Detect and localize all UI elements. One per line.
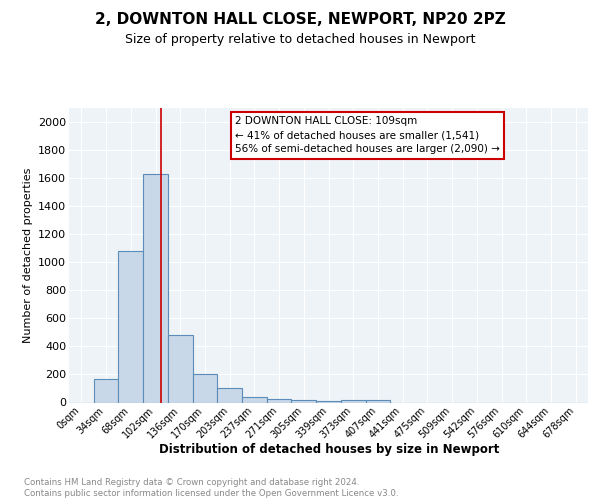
Bar bbox=[341, 400, 365, 402]
Text: Contains HM Land Registry data © Crown copyright and database right 2024.
Contai: Contains HM Land Registry data © Crown c… bbox=[24, 478, 398, 498]
Bar bbox=[316, 401, 341, 402]
Bar bbox=[193, 374, 217, 402]
Text: 2, DOWNTON HALL CLOSE, NEWPORT, NP20 2PZ: 2, DOWNTON HALL CLOSE, NEWPORT, NP20 2PZ bbox=[95, 12, 505, 28]
Bar bbox=[143, 174, 168, 402]
Text: Size of property relative to detached houses in Newport: Size of property relative to detached ho… bbox=[125, 32, 475, 46]
Bar bbox=[267, 399, 292, 402]
Y-axis label: Number of detached properties: Number of detached properties bbox=[23, 168, 32, 342]
Bar bbox=[292, 400, 316, 402]
Text: 2 DOWNTON HALL CLOSE: 109sqm
← 41% of detached houses are smaller (1,541)
56% of: 2 DOWNTON HALL CLOSE: 109sqm ← 41% of de… bbox=[235, 116, 500, 154]
Bar bbox=[118, 251, 143, 402]
Text: Distribution of detached houses by size in Newport: Distribution of detached houses by size … bbox=[158, 442, 499, 456]
Bar bbox=[217, 388, 242, 402]
Bar bbox=[94, 380, 118, 402]
Bar bbox=[168, 335, 193, 402]
Bar bbox=[242, 397, 267, 402]
Bar bbox=[365, 400, 390, 402]
